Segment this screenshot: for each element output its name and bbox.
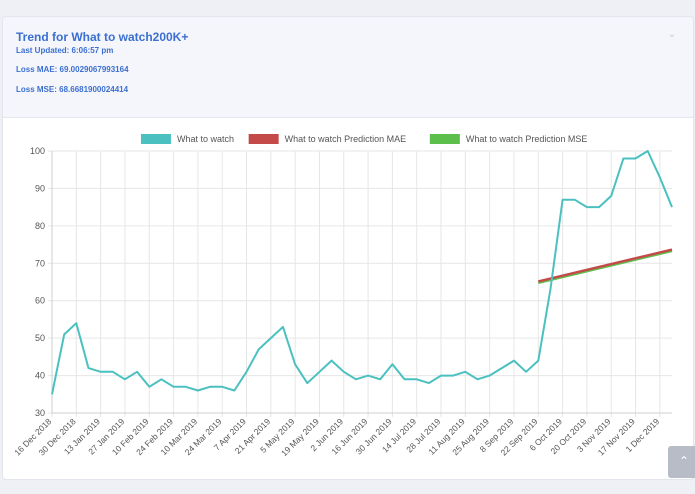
legend-label: What to watch Prediction MSE <box>466 134 588 144</box>
y-tick-label: 100 <box>30 146 45 156</box>
y-tick-label: 90 <box>35 183 45 193</box>
y-tick-label: 30 <box>35 408 45 418</box>
series-line-0 <box>51 150 673 395</box>
loss-mae: Loss MAE: 69.0029067993164 <box>16 65 129 74</box>
chevron-down-icon[interactable]: ⌄ <box>667 29 677 40</box>
series-line-2 <box>538 249 673 284</box>
card-title: Trend for What to watch200K+ <box>16 30 189 44</box>
y-tick-label: 70 <box>35 258 45 268</box>
legend-swatch <box>248 134 279 144</box>
last-updated: Last Updated: 6:06:57 pm <box>16 46 114 55</box>
chevron-up-icon: ⌃ <box>678 454 690 468</box>
legend-swatch <box>140 134 171 144</box>
scroll-top-button[interactable]: ⌃ <box>668 446 695 478</box>
y-tick-label: 50 <box>35 333 45 343</box>
y-tick-label: 40 <box>35 371 45 381</box>
card-header: Trend for What to watch200K+ Last Update… <box>3 17 693 118</box>
legend-swatch <box>429 134 460 144</box>
legend-label: What to watch Prediction MAE <box>285 134 407 144</box>
series-line-1 <box>538 248 673 283</box>
y-tick-label: 60 <box>35 296 45 306</box>
trend-card: Trend for What to watch200K+ Last Update… <box>2 16 694 480</box>
y-tick-label: 80 <box>35 221 45 231</box>
loss-mse: Loss MSE: 68.6681900024414 <box>16 85 129 94</box>
legend-label: What to watch <box>177 134 234 144</box>
